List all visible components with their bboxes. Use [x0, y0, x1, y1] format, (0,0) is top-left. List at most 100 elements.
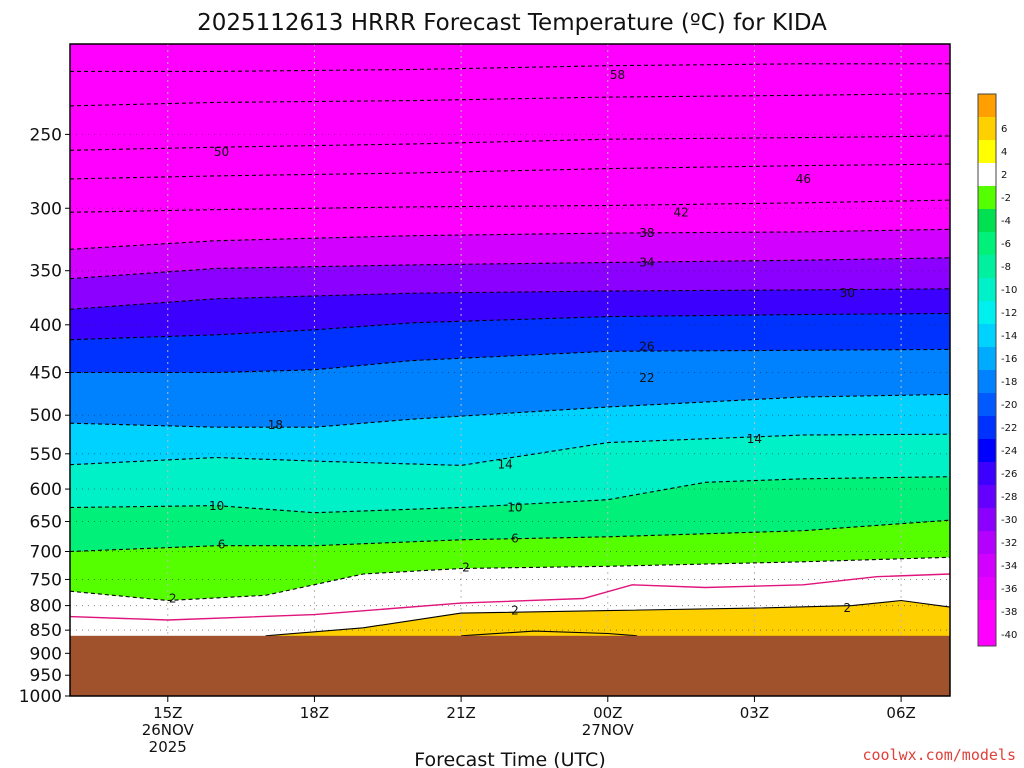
- contour-label-17: 2: [169, 591, 177, 605]
- legend-label-21: -36: [1001, 584, 1017, 595]
- legend-label-15: -24: [1001, 446, 1017, 457]
- y-axis: 250 300 350 400 450 500 550 600 650 700 750 800 850 9…: [19, 125, 70, 707]
- contour-label-2: 46: [796, 172, 811, 186]
- legend-swatch-13: [978, 393, 996, 416]
- legend-swatch-8: [978, 278, 996, 301]
- contour-label-14: 6: [218, 538, 226, 552]
- legend-label-5: -4: [1001, 216, 1011, 227]
- contour-label-7: 26: [639, 339, 654, 353]
- legend-label-23: -40: [1001, 630, 1017, 641]
- legend-label-7: -8: [1001, 262, 1011, 273]
- isotherm-m42: [70, 199, 950, 213]
- y-tick-label-12: 850: [30, 621, 62, 641]
- legend-label-17: -28: [1001, 492, 1017, 503]
- legend-swatch-18: [978, 508, 996, 531]
- legend-label-2: 4: [1001, 147, 1007, 158]
- contour-label-6: 30: [840, 286, 855, 300]
- isotherm-m34: [70, 257, 950, 280]
- ground-below-surface: [70, 635, 950, 696]
- y-tick-label-4: 450: [30, 364, 62, 384]
- x-axis-label: Forecast Time (UTC): [414, 749, 605, 768]
- isotherm-m2: [70, 556, 950, 602]
- legend-label-12: -18: [1001, 377, 1017, 388]
- legend-swatch-21: [978, 577, 996, 600]
- isotherm-m30: [70, 288, 950, 310]
- color-legend: 6 4 2 -2 -4 -6 -8 -10 -12 -14 -16 -18 -20 -22 -24 -26 -2…: [977, 93, 1017, 647]
- legend-frame: [977, 93, 997, 647]
- y-tick-label-6: 550: [30, 445, 62, 465]
- legend-label-13: -20: [1001, 400, 1017, 411]
- legend-label-19: -32: [1001, 538, 1017, 549]
- legend-label-10: -14: [1001, 331, 1017, 342]
- contour-label-19: 2: [844, 601, 852, 615]
- isotherm-m50: [70, 135, 950, 151]
- y-tick-label-2: 350: [30, 262, 62, 282]
- x-tick-label-0-0: 15Z: [153, 704, 182, 722]
- freezing-line: [70, 573, 950, 621]
- legend-swatch-1: [978, 117, 996, 140]
- y-tick-label-14: 950: [30, 666, 62, 686]
- x-tick-label-3-1: 27NOV: [582, 721, 635, 739]
- legend-swatch-0: [978, 94, 996, 117]
- x-tick-label-2-0: 21Z: [446, 704, 475, 722]
- legend-label-22: -38: [1001, 607, 1017, 618]
- x-tick-label-0-2: 2025: [149, 738, 187, 756]
- legend-label-6: -6: [1001, 239, 1011, 250]
- contour-label-3: 42: [673, 205, 688, 219]
- chart-title: 2025112613 HRRR Forecast Temperature (ºC…: [197, 10, 827, 36]
- legend-label-1: 6: [1001, 124, 1007, 135]
- legend-swatch-23: [978, 623, 996, 646]
- legend-swatch-11: [978, 347, 996, 370]
- isotherm-m46: [70, 163, 950, 180]
- legend-label-9: -12: [1001, 308, 1017, 319]
- isotherm-2: [265, 599, 950, 637]
- plot-frame: [69, 43, 951, 697]
- legend-label-14: -22: [1001, 423, 1017, 434]
- plot-area: [70, 44, 950, 696]
- x-tick-label-5-0: 06Z: [886, 704, 915, 722]
- legend-swatch-20: [978, 554, 996, 577]
- x-tick-label-4-0: 03Z: [740, 704, 769, 722]
- contour-label-13: 10: [507, 501, 522, 515]
- y-tick-label-15: 1000: [19, 687, 62, 707]
- y-tick-label-8: 650: [30, 512, 62, 532]
- y-tick-label-1: 300: [30, 199, 62, 219]
- legend-label-18: -30: [1001, 515, 1017, 526]
- y-tick-label-0: 250: [30, 125, 62, 145]
- contour-label-16: 2: [462, 560, 470, 574]
- credit-text: coolwx.com/models: [862, 746, 1016, 764]
- contour-label-0: 58: [610, 68, 625, 82]
- grid-lines: [70, 44, 950, 696]
- contour-label-5: 34: [639, 256, 654, 270]
- x-tick-label-0-1: 26NOV: [142, 721, 195, 739]
- isotherm-m14: [70, 433, 950, 466]
- legend-label-16: -26: [1001, 469, 1017, 480]
- legend-swatch-22: [978, 600, 996, 623]
- contour-label-1: 50: [214, 145, 229, 159]
- legend-swatch-6: [978, 232, 996, 255]
- y-tick-label-3: 400: [30, 316, 62, 336]
- legend-swatch-17: [978, 485, 996, 508]
- legend-label-4: -2: [1001, 193, 1011, 204]
- y-tick-label-7: 600: [30, 480, 62, 500]
- y-tick-label-10: 750: [30, 570, 62, 590]
- legend-swatch-14: [978, 416, 996, 439]
- x-tick-label-1-0: 18Z: [300, 704, 329, 722]
- contour-label-10: 14: [497, 458, 512, 472]
- legend-swatch-3: [978, 163, 996, 186]
- legend-label-8: -10: [1001, 285, 1017, 296]
- y-tick-label-11: 800: [30, 597, 62, 617]
- contour-label-9: 18: [268, 418, 283, 432]
- legend-swatch-9: [978, 301, 996, 324]
- contour-label-4: 38: [639, 226, 654, 240]
- contour-label-18: 2: [511, 604, 519, 618]
- isotherm-contours: [70, 63, 950, 637]
- contour-label-11: 14: [747, 432, 762, 446]
- isotherm-m38: [70, 228, 950, 250]
- legend-swatch-4: [978, 186, 996, 209]
- contour-label-15: 6: [511, 532, 519, 546]
- isotherm-m58: [70, 63, 950, 72]
